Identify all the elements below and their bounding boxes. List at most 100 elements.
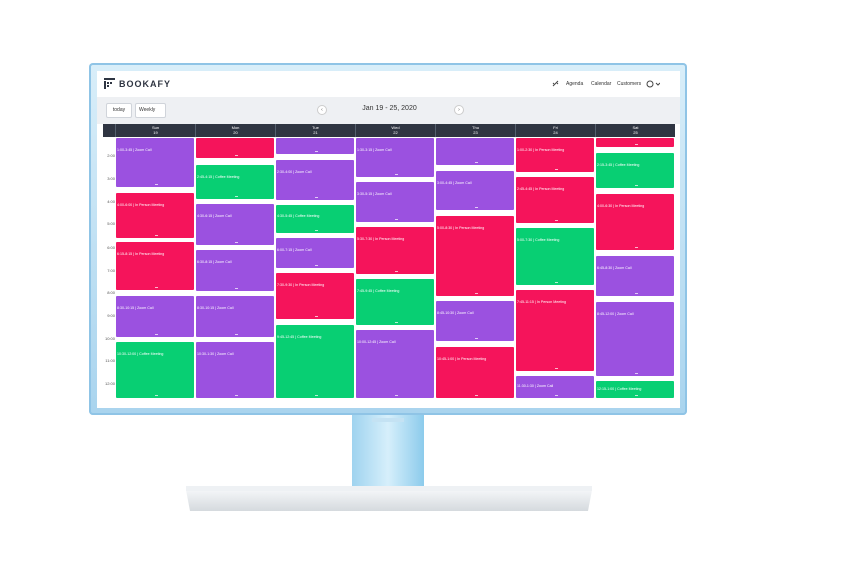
day-date: 22	[393, 130, 398, 135]
event[interactable]: 4:00-6:00 | In Person Meeting	[116, 193, 194, 238]
date-range: Jan 19 - 25, 2020	[362, 105, 417, 112]
day-heading: Mon 20	[195, 124, 275, 137]
event[interactable]: 8:45-12:00 | Zoom Call	[596, 302, 674, 376]
event-label: 8:30-10:15 | Zoom Call	[117, 306, 154, 310]
day-heading: Fri 24	[515, 124, 595, 137]
hour-label: 11:00	[105, 358, 115, 363]
view-select[interactable]: Weekly	[135, 103, 166, 118]
event[interactable]: 8:45-10:30 | Zoom Call	[436, 301, 514, 341]
event-label: 4:30-6:15 | Zoom Call	[197, 214, 232, 218]
event[interactable]: 5:30-7:30 | In Person Meeting	[356, 227, 434, 274]
event-label: 6:45-8:30 | Zoom Call	[597, 266, 632, 270]
nav-link[interactable]: Customers	[617, 81, 642, 87]
event-label: 1:30-3:15 | Zoom Call	[357, 148, 392, 152]
hour-label: 5:00	[107, 221, 115, 226]
event[interactable]	[276, 138, 354, 154]
day-heading: Wed 22	[355, 124, 435, 137]
event-label: 2:15-3:45 | Coffee Meeting	[597, 163, 640, 167]
day-heading: Thu 23	[435, 124, 515, 137]
next-button[interactable]: ›	[454, 105, 464, 115]
logo-icon	[104, 78, 115, 89]
event-label: 9:45-12:45 | Coffee Meeting	[277, 335, 322, 339]
event[interactable]	[196, 138, 274, 158]
day-date: 25	[633, 130, 638, 135]
day-name: Mon	[231, 125, 240, 130]
event-label: 2:45-4:45 | In Person Meeting	[517, 187, 565, 191]
event-label: 12:15-1:00 | Coffee Meeting	[597, 387, 642, 392]
event[interactable]	[596, 138, 674, 147]
event[interactable]: 4:30-6:15 | Zoom Call	[196, 204, 274, 245]
event[interactable]: 11:30-1:30 | Zoom Call	[516, 376, 594, 398]
event[interactable]: 2:45-4:15 | Coffee Meeting	[196, 165, 274, 199]
event[interactable]: 10:45-1:00 | In Person Meeting	[436, 347, 514, 398]
event[interactable]: 2:15-3:45 | Coffee Meeting	[596, 153, 674, 188]
day-heading: Tue 21	[275, 124, 355, 137]
event[interactable]: 2:30-4:00 | Zoom Call	[276, 160, 354, 200]
day-date: 19	[153, 130, 158, 135]
event-label: 2:45-4:15 | Coffee Meeting	[197, 175, 240, 179]
event[interactable]: 10:30-12:00 | Coffee Meeting	[116, 342, 194, 398]
event-label: 1:00-3:45 | Zoom Call	[117, 148, 152, 152]
event[interactable]: 9:45-12:45 | Coffee Meeting	[276, 325, 354, 398]
event[interactable]: 1:00-2:30 | In Person Meeting	[516, 138, 594, 172]
event[interactable]: 7:30-9:30 | In Person Meeting	[276, 273, 354, 319]
nav-link[interactable]: Calendar	[591, 81, 612, 87]
settings-icon[interactable]	[646, 80, 660, 88]
event-label: 10:30-1:30 | Zoom Call	[197, 352, 234, 356]
day-heading: Sun 19	[115, 124, 195, 137]
event[interactable]: 5:00-7:30 | Coffee Meeting	[516, 228, 594, 285]
event[interactable]: 1:00-3:45 | Zoom Call	[116, 138, 194, 187]
day-name: Thu	[472, 125, 479, 130]
event[interactable]: 8:30-10:15 | Zoom Call	[196, 296, 274, 337]
event[interactable]: 12:15-1:00 | Coffee Meeting	[596, 381, 674, 398]
event-label: 11:30-1:30 | Zoom Call	[517, 383, 554, 388]
event[interactable]: 10:00-12:45 | Zoom Call	[356, 330, 434, 398]
day-name: Sun	[151, 125, 160, 130]
hour-label: 10:00	[104, 336, 115, 341]
event[interactable]: 6:00-7:15 | Zoom Call	[276, 238, 354, 268]
day-header: Sun 19 Mon 20 Tue 21 Wed 22 Thu 23 Fri 24 Sat 25	[103, 124, 675, 137]
event[interactable]: 6:45-8:30 | Zoom Call	[596, 256, 674, 296]
event-label: 8:45-10:30 | Zoom Call	[437, 311, 474, 315]
event[interactable]: 6:30-8:15 | Zoom Call	[196, 250, 274, 291]
event-label: 3:00-4:45 | Zoom Call	[437, 181, 472, 185]
event-label: 2:30-4:00 | Zoom Call	[277, 170, 312, 174]
event[interactable]: 7:45-11:15 | In Person Meeting	[516, 290, 594, 371]
event[interactable]	[436, 138, 514, 165]
hour-label: 4:00	[107, 199, 115, 204]
event-label: 6:00-7:15 | Zoom Call	[277, 247, 312, 252]
logo: BOOKAFY	[119, 79, 171, 89]
prev-button[interactable]: ‹	[317, 105, 327, 115]
event[interactable]: 5:00-8:30 | In Person Meeting	[436, 216, 514, 296]
today-button[interactable]: today	[106, 103, 132, 118]
event-label: 1:00-2:30 | In Person Meeting	[517, 148, 565, 152]
event-label: 7:45-9:45 | Coffee Meeting	[357, 289, 400, 293]
event[interactable]: 3:30-5:15 | Zoom Call	[356, 182, 434, 222]
event-label: 10:30-12:00 | Coffee Meeting	[117, 352, 164, 356]
hour-label: 9:00	[107, 313, 115, 318]
event[interactable]: 4:30-5:45 | Coffee Meeting	[276, 205, 354, 233]
event-label: 5:00-7:30 | Coffee Meeting	[517, 238, 560, 242]
event-label: 3:30-5:15 | Zoom Call	[357, 192, 392, 196]
event-label: 4:00-6:00 | In Person Meeting	[117, 203, 165, 207]
event-label: 6:15-8:15 | In Person Meeting	[117, 252, 165, 256]
event[interactable]: 6:15-8:15 | In Person Meeting	[116, 242, 194, 290]
event-label: 6:30-8:15 | Zoom Call	[197, 260, 232, 264]
day-date: 21	[313, 130, 318, 135]
nav-link[interactable]: Agenda	[566, 81, 584, 87]
event[interactable]: 2:45-4:45 | In Person Meeting	[516, 177, 594, 223]
event[interactable]: 8:30-10:15 | Zoom Call	[116, 296, 194, 337]
event[interactable]: 10:30-1:30 | Zoom Call	[196, 342, 274, 398]
event-label: 8:30-10:15 | Zoom Call	[197, 306, 234, 310]
event[interactable]: 7:45-9:45 | Coffee Meeting	[356, 279, 434, 325]
event[interactable]: 1:30-3:15 | Zoom Call	[356, 138, 434, 177]
event[interactable]: 4:00-6:30 | In Person Meeting	[596, 194, 674, 250]
link-icon[interactable]	[552, 80, 559, 87]
event[interactable]: 3:00-4:45 | Zoom Call	[436, 171, 514, 210]
hour-label: 8:00	[107, 290, 115, 295]
day-date: 20	[233, 130, 238, 135]
event-label: 8:45-12:00 | Zoom Call	[597, 312, 634, 316]
day-heading: Sat 25	[595, 124, 675, 137]
